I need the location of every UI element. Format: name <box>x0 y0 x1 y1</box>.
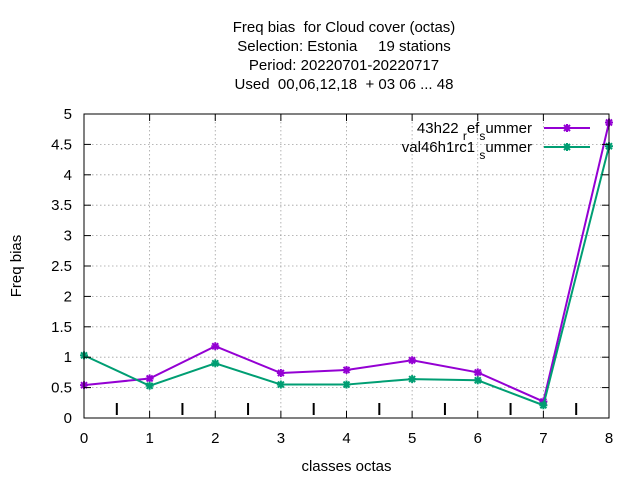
y-tick-label: 3 <box>64 228 72 245</box>
x-tick-label: 0 <box>80 430 88 447</box>
y-axis: 0 0.5 1 1.5 2 2.5 3 3.5 4 4.5 5 <box>51 106 609 427</box>
data-point <box>145 381 154 390</box>
data-point <box>145 374 154 383</box>
y-tick-label: 1 <box>64 349 72 366</box>
legend-marker <box>563 143 571 151</box>
class-boundary-markers <box>115 403 578 415</box>
data-point <box>408 356 417 365</box>
y-tick-label: 4 <box>64 167 72 184</box>
x-tick-label: 6 <box>474 430 482 447</box>
data-point <box>211 342 220 351</box>
data-point <box>276 380 285 389</box>
series-layer <box>80 118 613 410</box>
x-tick-label: 2 <box>211 430 219 447</box>
x-tick-label: 3 <box>277 430 285 447</box>
y-tick-label: 5 <box>64 106 72 123</box>
title-line: Freq bias for Cloud cover (octas) <box>233 19 456 36</box>
y-tick-label: 4.5 <box>51 136 72 153</box>
legend-marker <box>563 124 571 132</box>
x-tick-label: 8 <box>605 430 613 447</box>
y-tick-label: 1.5 <box>51 319 72 336</box>
data-point <box>211 359 220 368</box>
x-axis-label: classes octas <box>301 458 391 475</box>
y-tick-label: 0 <box>64 410 72 427</box>
title-line: Period: 20220701-20220717 <box>249 57 439 74</box>
data-point <box>473 368 482 377</box>
legend-label: val46h1rc1 summer <box>402 139 532 162</box>
y-tick-label: 2 <box>64 288 72 305</box>
title-line: Used 00,06,12,18 + 03 06 ... 48 <box>235 76 454 93</box>
x-tick-label: 7 <box>539 430 547 447</box>
data-point <box>342 365 351 374</box>
x-tick-label: 4 <box>342 430 350 447</box>
title-line: Selection: Estonia 19 stations <box>237 38 450 55</box>
data-point <box>276 369 285 378</box>
data-point <box>342 380 351 389</box>
x-tick-label: 5 <box>408 430 416 447</box>
x-axis: 0 1 2 3 4 5 6 7 8 <box>80 114 613 447</box>
x-tick-label: 1 <box>145 430 153 447</box>
data-point <box>539 401 548 410</box>
data-point <box>408 375 417 384</box>
y-tick-label: 0.5 <box>51 380 72 397</box>
y-axis-label: Freq bias <box>8 235 25 298</box>
legend-label: 43h22 refsummer <box>417 120 532 143</box>
y-tick-label: 2.5 <box>51 258 72 275</box>
chart-title: Freq bias for Cloud cover (octas) Selecti… <box>233 19 456 93</box>
y-tick-label: 3.5 <box>51 197 72 214</box>
data-point <box>473 376 482 385</box>
